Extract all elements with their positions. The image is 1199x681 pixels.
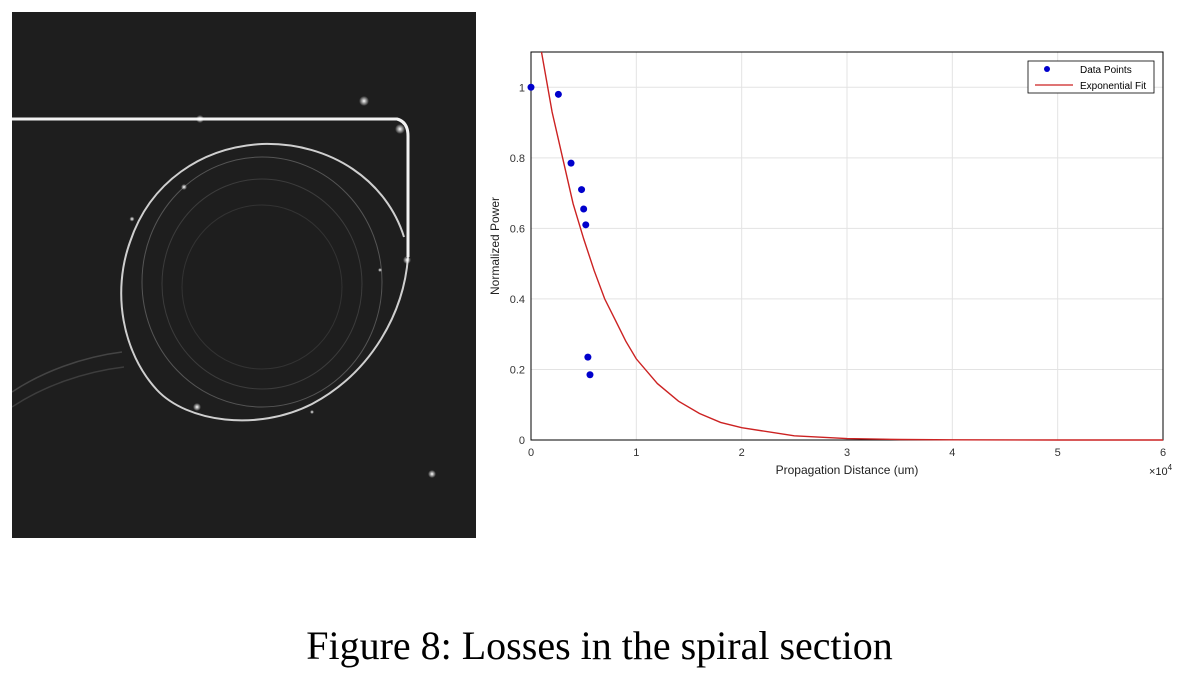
- data-point: [527, 83, 535, 91]
- legend: Data Points Exponential Fit: [1027, 60, 1155, 94]
- x-multiplier-label: ×104: [1149, 463, 1173, 478]
- data-point: [567, 159, 575, 167]
- y-tick-label: 0.6: [510, 223, 525, 235]
- x-axis-label: Propagation Distance (um): [776, 463, 919, 477]
- x-tick-label: 3: [844, 447, 850, 459]
- x-tick-label: 5: [1055, 447, 1061, 459]
- y-tick-label: 1: [519, 82, 525, 94]
- y-tick-label: 0: [519, 435, 525, 447]
- y-tick-label: 0.8: [510, 153, 525, 165]
- exponential-fit-line: [540, 51, 1163, 441]
- fit-series: [540, 51, 1163, 441]
- loss-chart: 0 1 2 3 4 5 6 0 0.2 0.4 0.6 0.8 1 Propagation Distan…: [488, 51, 1173, 478]
- data-point: [578, 186, 586, 194]
- data-point: [586, 371, 594, 379]
- x-tick-label: 1: [633, 447, 639, 459]
- y-tick-label: 0.4: [510, 294, 525, 306]
- y-tick-label: 0.2: [510, 364, 525, 376]
- x-tick-label: 6: [1160, 447, 1166, 459]
- x-tick-label: 2: [739, 447, 745, 459]
- legend-label-data-points: Data Points: [1080, 65, 1132, 76]
- plot-area-frame: [530, 51, 1164, 441]
- y-axis-label: Normalized Power: [488, 197, 502, 295]
- grid-lines: [530, 52, 1164, 441]
- legend-label-exponential-fit: Exponential Fit: [1080, 81, 1146, 92]
- axis-ticks: 0 1 2 3 4 5 6 0 0.2 0.4 0.6 0.8 1: [510, 82, 1166, 459]
- legend-marker-data-points: [1044, 66, 1050, 72]
- figure-caption: Figure 8: Losses in the spiral section: [306, 623, 893, 668]
- data-point: [584, 353, 592, 361]
- data-point: [580, 205, 588, 213]
- data-point: [554, 90, 562, 98]
- waveguide-micrograph-image: [12, 12, 476, 538]
- x-tick-label: 4: [949, 447, 955, 459]
- x-tick-label: 0: [528, 447, 534, 459]
- data-point: [582, 221, 590, 229]
- data-points-series: [527, 83, 594, 379]
